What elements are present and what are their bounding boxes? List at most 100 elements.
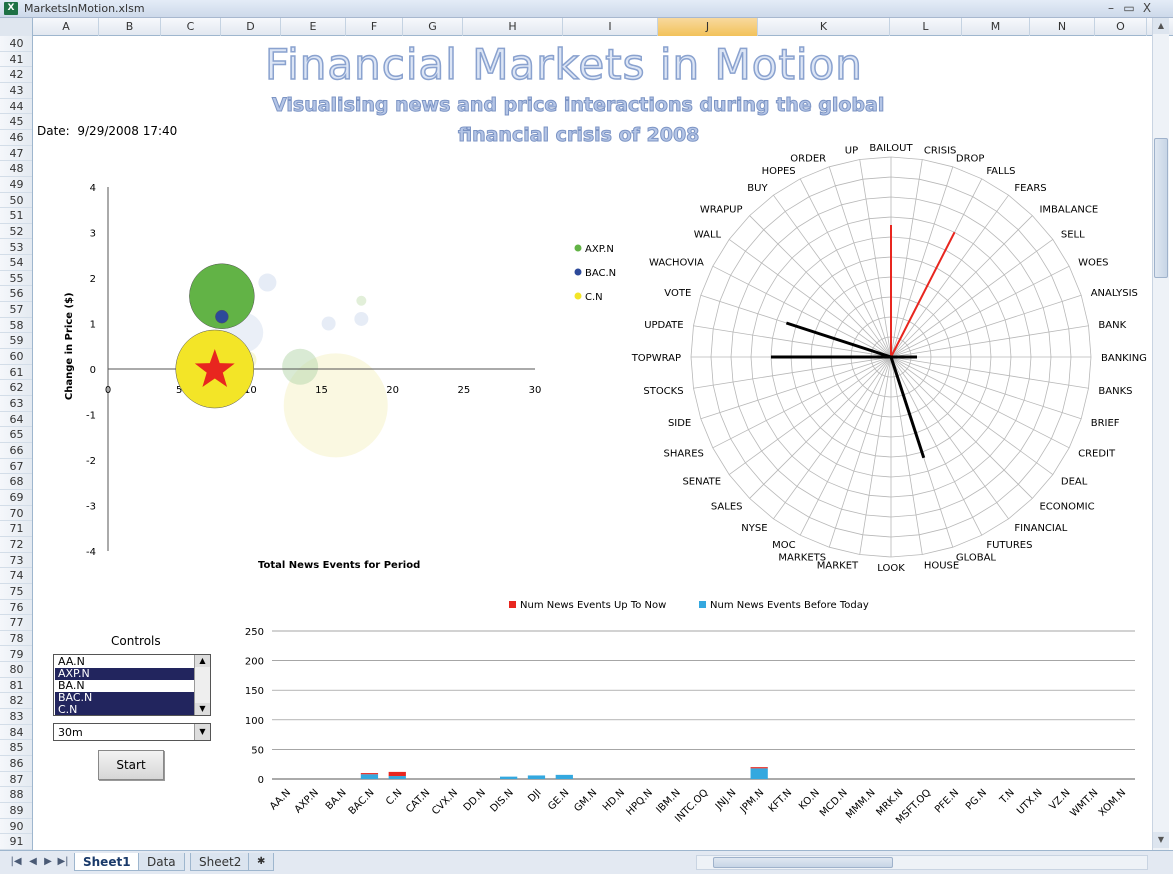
row-header-58[interactable]: 58 (0, 318, 32, 334)
row-header-60[interactable]: 60 (0, 349, 32, 365)
column-header-o[interactable]: O (1095, 18, 1147, 36)
column-header-h[interactable]: H (463, 18, 563, 36)
start-button[interactable]: Start (98, 750, 164, 780)
row-header-74[interactable]: 74 (0, 568, 32, 584)
row-header-45[interactable]: 45 (0, 114, 32, 130)
horizontal-scroll-thumb[interactable] (713, 857, 893, 868)
row-header-70[interactable]: 70 (0, 506, 32, 522)
row-header-65[interactable]: 65 (0, 427, 32, 443)
row-header-71[interactable]: 71 (0, 521, 32, 537)
column-header-b[interactable]: B (99, 18, 161, 36)
row-header-91[interactable]: 91 (0, 834, 32, 850)
radar-category-label: UP (845, 146, 858, 157)
row-header-41[interactable]: 41 (0, 52, 32, 68)
row-header-86[interactable]: 86 (0, 756, 32, 772)
insert-sheet-icon[interactable]: ✱ (248, 853, 275, 871)
row-header-82[interactable]: 82 (0, 693, 32, 710)
row-header-90[interactable]: 90 (0, 819, 32, 835)
row-header-48[interactable]: 48 (0, 161, 32, 177)
row-header-68[interactable]: 68 (0, 474, 32, 490)
ticker-option[interactable]: BAC.N (55, 692, 195, 704)
first-sheet-icon[interactable]: |◀ (10, 856, 22, 867)
row-header-55[interactable]: 55 (0, 271, 32, 287)
next-sheet-icon[interactable]: ▶ (44, 856, 52, 867)
row-header-52[interactable]: 52 (0, 224, 32, 240)
column-header-a[interactable]: A (34, 18, 99, 36)
row-header-78[interactable]: 78 (0, 631, 32, 647)
scroll-up-icon[interactable]: ▲ (1153, 18, 1169, 34)
column-header-m[interactable]: M (962, 18, 1030, 36)
ticker-option[interactable]: AXP.N (55, 668, 195, 680)
row-header-80[interactable]: 80 (0, 662, 32, 678)
row-header-69[interactable]: 69 (0, 490, 32, 506)
row-header-79[interactable]: 79 (0, 647, 32, 663)
row-header-54[interactable]: 54 (0, 255, 32, 271)
sheet-tab-sheet1[interactable]: Sheet1 (74, 853, 140, 871)
row-header-88[interactable]: 88 (0, 787, 32, 804)
row-header-51[interactable]: 51 (0, 208, 32, 224)
row-header-56[interactable]: 56 (0, 286, 32, 303)
sheet-tab-data[interactable]: Data (138, 853, 185, 871)
row-header-85[interactable]: 85 (0, 740, 32, 757)
column-header-d[interactable]: D (221, 18, 281, 36)
ticker-option[interactable]: C.N (55, 704, 195, 715)
row-header-42[interactable]: 42 (0, 67, 32, 83)
vertical-scrollbar[interactable]: ▲ ▼ (1152, 18, 1169, 850)
listbox-scrollbar[interactable]: ▲ ▼ (194, 655, 210, 715)
column-header-k[interactable]: K (758, 18, 890, 36)
row-header-61[interactable]: 61 (0, 365, 32, 381)
horizontal-scrollbar[interactable] (696, 855, 1148, 870)
dashboard-title: Financial Markets in Motion (264, 39, 863, 90)
column-header-l[interactable]: L (890, 18, 962, 36)
row-header-87[interactable]: 87 (0, 772, 32, 788)
chevron-down-icon[interactable]: ▼ (194, 724, 210, 740)
ticker-option[interactable]: BA.N (58, 679, 85, 692)
prev-sheet-icon[interactable]: ◀ (29, 856, 37, 867)
row-header-72[interactable]: 72 (0, 537, 32, 553)
row-header-53[interactable]: 53 (0, 240, 32, 256)
scroll-down-icon[interactable]: ▼ (195, 703, 210, 715)
row-header-77[interactable]: 77 (0, 615, 32, 631)
column-header-n[interactable]: N (1030, 18, 1095, 36)
minimize-button[interactable]: – (1108, 1, 1114, 15)
row-header-47[interactable]: 47 (0, 146, 32, 162)
row-header-89[interactable]: 89 (0, 803, 32, 819)
scroll-up-icon[interactable]: ▲ (195, 655, 210, 667)
ticker-listbox[interactable]: AA.N AXP.N BA.N BAC.N C.N ▲ ▼ (53, 654, 211, 716)
row-header-84[interactable]: 84 (0, 725, 32, 741)
row-header-49[interactable]: 49 (0, 177, 32, 193)
row-header-50[interactable]: 50 (0, 193, 32, 209)
column-header-j[interactable]: J (658, 18, 758, 36)
column-header-c[interactable]: C (161, 18, 221, 36)
vertical-scroll-thumb[interactable] (1154, 138, 1168, 278)
row-header-62[interactable]: 62 (0, 380, 32, 397)
column-header-f[interactable]: F (346, 18, 403, 36)
row-header-64[interactable]: 64 (0, 412, 32, 428)
row-header-83[interactable]: 83 (0, 709, 32, 725)
ticker-option[interactable]: AA.N (58, 655, 85, 668)
row-header-75[interactable]: 75 (0, 584, 32, 600)
row-header-73[interactable]: 73 (0, 553, 32, 569)
last-sheet-icon[interactable]: ▶| (57, 856, 69, 867)
row-header-44[interactable]: 44 (0, 99, 32, 115)
column-header-i[interactable]: I (563, 18, 658, 36)
select-all-corner[interactable] (0, 18, 33, 36)
row-header-67[interactable]: 67 (0, 459, 32, 475)
row-header-57[interactable]: 57 (0, 302, 32, 318)
row-header-81[interactable]: 81 (0, 678, 32, 694)
row-header-66[interactable]: 66 (0, 443, 32, 459)
row-header-46[interactable]: 46 (0, 130, 32, 146)
close-button[interactable]: X (1142, 1, 1152, 15)
restore-button[interactable]: ▭ (1123, 1, 1135, 15)
sheet-tab-sheet2[interactable]: Sheet2 (190, 853, 251, 871)
row-header-43[interactable]: 43 (0, 83, 32, 99)
row-header-59[interactable]: 59 (0, 333, 32, 350)
scroll-down-icon[interactable]: ▼ (1153, 832, 1169, 848)
column-header-e[interactable]: E (281, 18, 346, 36)
row-header-63[interactable]: 63 (0, 396, 32, 412)
radar-value-line (890, 231, 956, 358)
period-dropdown[interactable]: 30m ▼ (53, 723, 211, 741)
row-header-76[interactable]: 76 (0, 600, 32, 616)
row-header-40[interactable]: 40 (0, 36, 32, 52)
column-header-g[interactable]: G (403, 18, 463, 36)
